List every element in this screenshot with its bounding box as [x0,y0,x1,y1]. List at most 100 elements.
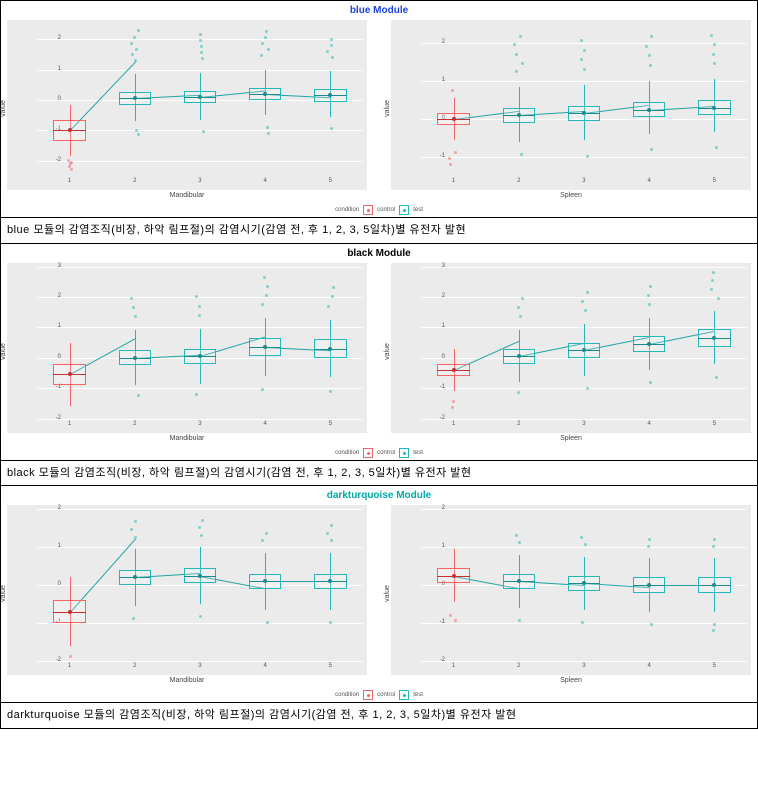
x-tick-label: 1 [68,178,71,188]
subplot-row: value-2-101212345Mandibularvalue-1012123… [7,20,751,199]
x-tick-label: 2 [517,663,520,673]
outlier-point [580,58,583,61]
outlier-point [648,538,651,541]
median-dot [452,368,456,372]
subplot: value-2-1012312345Mandibular [7,263,367,442]
outlier-point [266,621,269,624]
median-dot [68,610,72,614]
outlier-point [198,314,201,317]
y-axis-label: value [0,343,7,360]
box-test [698,509,731,661]
outlier-point [649,381,652,384]
outlier-point [330,127,333,130]
outlier-point [712,629,715,632]
box-test [568,24,601,176]
plot-background: value-2-101212345 [7,505,367,675]
x-axis-label: Mandibular [7,677,367,684]
outlier-point [134,315,137,318]
box-control [53,267,86,419]
outlier-point [330,524,333,527]
x-tick-label: 3 [582,421,585,431]
x-axis: 12345 [421,178,747,188]
outlier-point [713,538,716,541]
outlier-point [519,315,522,318]
chart-area: darkturquoise Modulevalue-2-101212345Man… [1,486,757,702]
outlier-point [130,528,133,531]
x-tick-label: 4 [263,663,266,673]
box-test [119,509,152,661]
chart-area: blue Modulevalue-2-101212345Mandibularva… [1,1,757,217]
x-tick-label: 3 [198,178,201,188]
x-axis-label: Spleen [391,435,751,442]
chart-area: black Modulevalue-2-1012312345Mandibular… [1,244,757,460]
legend-label: condition [335,207,359,213]
outlier-point [137,29,140,32]
box-test [314,24,347,176]
outlier-point [650,148,653,151]
legend-swatch-test [399,448,409,458]
outlier-point [331,295,334,298]
outlier-point [713,43,716,46]
x-tick-label: 5 [329,421,332,431]
outlier-point [326,532,329,535]
outlier-point [517,306,520,309]
outlier-point [200,51,203,54]
legend-item-control: control [377,692,395,698]
outlier-point [137,394,140,397]
box-test [633,509,666,661]
outlier-point [195,295,198,298]
outlier-point [198,305,201,308]
outlier-point [586,291,589,294]
x-tick-label: 1 [68,421,71,431]
outlier-point [515,70,518,73]
figure-container: blue Modulevalue-2-101212345Mandibularva… [0,0,758,729]
outlier-point [130,42,133,45]
outlier-point [198,526,201,529]
outlier-point [134,520,137,523]
x-axis-label: Mandibular [7,192,367,199]
x-tick-label: 2 [133,178,136,188]
outlier-point [201,519,204,522]
module-panel-blue: blue Modulevalue-2-101212345Mandibularva… [1,1,757,244]
outlier-point [711,279,714,282]
legend-item-control: control [377,450,395,456]
outlier-point [265,30,268,33]
median-dot [517,113,521,117]
outlier-point [713,62,716,65]
outlier-point [518,619,521,622]
box-test [119,267,152,419]
outlier-point [515,53,518,56]
outlier-point [70,168,73,171]
outlier-point [519,35,522,38]
outlier-point [650,623,653,626]
outlier-point [584,309,587,312]
legend-item-control: control [377,207,395,213]
outlier-point [330,38,333,41]
plot-background: value-2-1012312345 [391,263,751,433]
x-tick-label: 5 [713,663,716,673]
outlier-point [454,151,457,154]
outlier-point [515,534,518,537]
outlier-point [648,54,651,57]
median-dot [198,574,202,578]
outlier-point [649,64,652,67]
x-tick-label: 3 [198,663,201,673]
box-test [184,509,217,661]
outlier-point [513,43,516,46]
y-axis-label: value [0,585,7,602]
subplot: value-101212345Spleen [391,20,751,199]
outlier-point [266,285,269,288]
box-control [53,509,86,661]
x-axis-label: Mandibular [7,435,367,442]
outlier-point [326,50,329,53]
outlier-point [329,621,332,624]
box-test [568,509,601,661]
box-test [249,267,282,419]
plot-background: value-101212345 [391,20,751,190]
box-test [184,267,217,419]
outlier-point [712,545,715,548]
outlier-point [260,54,263,57]
plot-inner: -2-1012 [421,509,747,661]
outlier-point [195,393,198,396]
x-axis: 12345 [37,178,363,188]
